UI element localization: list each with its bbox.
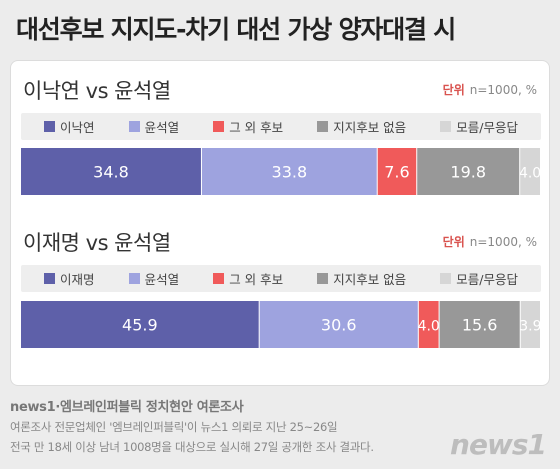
unit-label: 단위 [442,235,465,249]
source-line-2: 전국 만 18세 이상 남녀 1008명을 대상으로 실시해 27일 공개한 조… [10,440,374,454]
legend-item: 이낙연 [44,117,95,136]
unit-value: n=1000, % [469,235,537,249]
legend-swatch [213,273,225,284]
bar-value-label: 7.6 [384,163,409,182]
source-title: news1·엠브레인퍼블릭 정치현안 여론조사 [10,400,244,415]
chart-2-unit: 단위 n=1000, % [443,233,537,250]
bar-value-label: 4.0 [418,319,440,335]
legend-item: 그 외 후보 [213,117,283,136]
legend-label: 지지후보 없음 [333,120,407,135]
bar-segment-4 [439,301,520,348]
chart-2-legend: 이재명 윤석열 그 외 후보 지지후보 없음 모름/무응답 [21,265,541,292]
bar-value-label: 3.9 [519,319,541,335]
bar-segment-2 [259,301,418,348]
legend-label: 이낙연 [60,120,95,135]
legend-swatch [128,273,140,284]
bar-segment-1 [21,148,201,195]
legend-swatch [440,273,452,284]
legend-label: 윤석열 [144,272,180,287]
chart-1-unit: 단위 n=1000, % [443,81,537,98]
legend-item: 지지후보 없음 [317,117,406,136]
source-footer: news1·엠브레인퍼블릭 정치현안 여론조사 여론조사 전문업체인 '엠브레인… [10,396,450,455]
legend-item: 그 외 후보 [213,269,283,288]
bar-segment-4 [417,148,520,195]
legend-label: 그 외 후보 [229,272,284,287]
legend-item: 모름/무응답 [440,117,518,136]
bar-value-label: 30.6 [321,316,357,335]
chart-2-title: 이재명 vs 윤석열 [23,231,171,255]
chart-1-bar: 34.8 33.8 7.6 19.8 4.0 [21,148,541,195]
legend-item: 윤석열 [128,117,180,136]
bar-value-label: 33.8 [272,163,308,182]
bar-segment-2 [201,148,377,195]
legend-swatch [44,273,56,284]
legend-label: 그 외 후보 [229,120,284,135]
legend-label: 이재명 [60,272,95,287]
chart-1-legend: 이낙연 윤석열 그 외 후보 지지후보 없음 모름/무응답 [21,113,541,140]
legend-swatch [128,121,140,132]
bar-value-label: 45.9 [122,316,158,335]
bar-value-label: 19.8 [450,163,486,182]
legend-swatch [440,121,452,132]
bar-segment-5 [520,148,540,195]
legend-swatch [44,121,56,132]
bar-value-label: 4.0 [519,166,541,182]
chart-1-title: 이낙연 vs 윤석열 [23,79,171,103]
legend-item: 모름/무응답 [440,269,518,288]
bar-segment-5 [520,301,540,348]
unit-label: 단위 [442,83,465,97]
chart-card: 이낙연 vs 윤석열 단위 n=1000, % 이낙연 윤석열 그 외 후보 지지… [10,60,550,386]
unit-value: n=1000, % [469,83,537,97]
legend-item: 지지후보 없음 [317,269,406,288]
news1-logo: news1 [450,428,547,461]
page-title: 대선후보 지지도-차기 대선 가상 양자대결 시 [16,15,456,44]
legend-item: 이재명 [44,269,95,288]
bar-segment-1 [21,301,259,348]
legend-label: 지지후보 없음 [333,272,407,287]
bar-segment-3 [418,301,439,348]
legend-swatch [317,273,329,284]
legend-item: 윤석열 [128,269,180,288]
bar-value-label: 34.8 [93,163,129,182]
legend-label: 모름/무응답 [456,120,518,135]
legend-swatch [213,121,225,132]
bar-segment-3 [377,148,417,195]
source-line-1: 여론조사 전문업체인 '엠브레인퍼블릭'이 뉴스1 의뢰로 지난 25~26일 [10,420,338,434]
bar-value-label: 15.6 [462,316,498,335]
legend-label: 모름/무응답 [456,272,518,287]
chart-2-bar: 45.9 30.6 4.0 15.6 3.9 [21,301,541,348]
legend-swatch [317,121,329,132]
legend-label: 윤석열 [144,120,180,135]
